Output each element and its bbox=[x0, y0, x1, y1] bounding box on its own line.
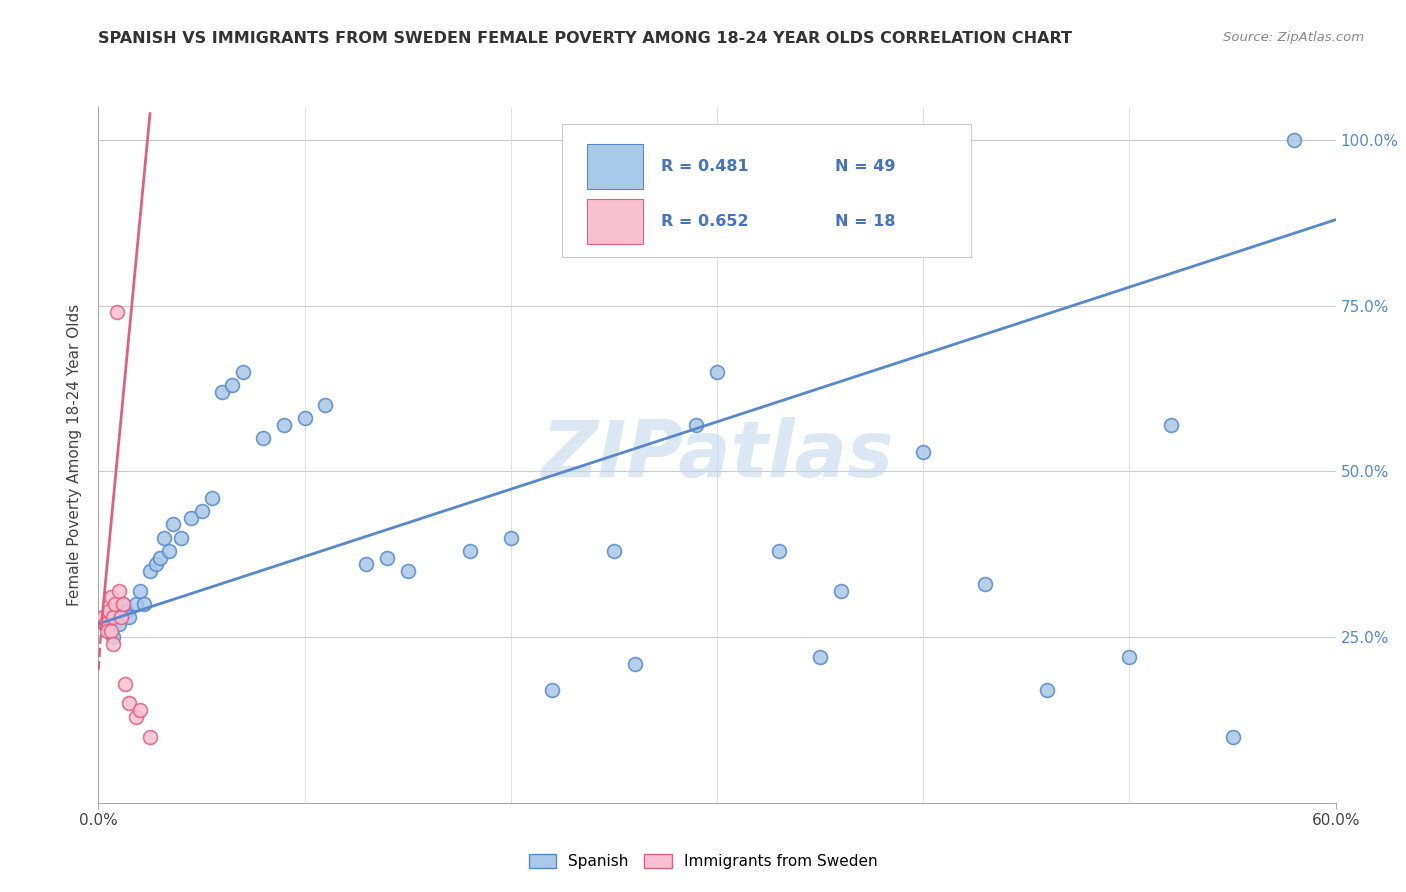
Point bbox=[157, 544, 180, 558]
Point bbox=[974, 577, 997, 591]
Point bbox=[201, 491, 224, 505]
Point bbox=[105, 305, 128, 319]
Text: R = 0.481: R = 0.481 bbox=[661, 159, 749, 174]
Point bbox=[1036, 683, 1059, 698]
Point bbox=[808, 650, 831, 665]
Point bbox=[118, 610, 141, 624]
Point bbox=[110, 610, 132, 624]
Point bbox=[124, 597, 146, 611]
Point bbox=[273, 418, 295, 433]
Text: ZIPatlas: ZIPatlas bbox=[541, 417, 893, 493]
Point bbox=[128, 583, 150, 598]
Point bbox=[101, 637, 124, 651]
Point bbox=[145, 558, 167, 572]
Point bbox=[252, 431, 274, 445]
Point bbox=[104, 597, 127, 611]
Point bbox=[114, 676, 136, 690]
Point bbox=[706, 365, 728, 379]
Point bbox=[117, 604, 139, 618]
Point bbox=[149, 550, 172, 565]
Point bbox=[180, 511, 202, 525]
Text: Source: ZipAtlas.com: Source: ZipAtlas.com bbox=[1223, 31, 1364, 45]
Point bbox=[101, 610, 124, 624]
Point bbox=[108, 616, 131, 631]
Point bbox=[1118, 650, 1140, 665]
Point bbox=[541, 683, 564, 698]
Point bbox=[93, 616, 115, 631]
Point bbox=[91, 610, 114, 624]
Point bbox=[153, 531, 176, 545]
Point bbox=[101, 630, 124, 644]
FancyBboxPatch shape bbox=[562, 124, 970, 257]
Point bbox=[97, 604, 120, 618]
Point bbox=[100, 591, 122, 605]
Text: N = 49: N = 49 bbox=[835, 159, 896, 174]
Point bbox=[170, 531, 193, 545]
Point bbox=[232, 365, 254, 379]
Point bbox=[139, 564, 162, 578]
Point bbox=[1160, 418, 1182, 433]
Point bbox=[294, 411, 316, 425]
Point bbox=[375, 550, 398, 565]
Point bbox=[112, 597, 135, 611]
Point bbox=[685, 418, 707, 433]
Point bbox=[93, 616, 115, 631]
Point bbox=[128, 703, 150, 717]
Point bbox=[97, 624, 120, 638]
Bar bbox=[588, 199, 643, 244]
Point bbox=[1284, 133, 1306, 147]
Text: N = 18: N = 18 bbox=[835, 214, 896, 229]
Point bbox=[768, 544, 790, 558]
Point bbox=[356, 558, 378, 572]
Point bbox=[221, 378, 243, 392]
Point bbox=[108, 583, 131, 598]
Y-axis label: Female Poverty Among 18-24 Year Olds: Female Poverty Among 18-24 Year Olds bbox=[67, 304, 83, 606]
Point bbox=[190, 504, 212, 518]
Point bbox=[458, 544, 481, 558]
Text: SPANISH VS IMMIGRANTS FROM SWEDEN FEMALE POVERTY AMONG 18-24 YEAR OLDS CORRELATI: SPANISH VS IMMIGRANTS FROM SWEDEN FEMALE… bbox=[98, 31, 1073, 46]
Legend: Spanish, Immigrants from Sweden: Spanish, Immigrants from Sweden bbox=[523, 848, 883, 875]
Point bbox=[314, 398, 336, 412]
Point bbox=[162, 517, 184, 532]
Point bbox=[112, 597, 135, 611]
Point bbox=[91, 610, 114, 624]
Point bbox=[912, 444, 935, 458]
Point bbox=[132, 597, 155, 611]
Point bbox=[623, 657, 645, 671]
Point bbox=[124, 709, 146, 723]
Point bbox=[603, 544, 626, 558]
Point bbox=[96, 624, 118, 638]
Point bbox=[104, 610, 127, 624]
Text: R = 0.652: R = 0.652 bbox=[661, 214, 749, 229]
Point bbox=[100, 624, 122, 638]
Point bbox=[211, 384, 233, 399]
Point bbox=[499, 531, 522, 545]
Point bbox=[830, 583, 852, 598]
Bar bbox=[588, 144, 643, 189]
Point bbox=[118, 697, 141, 711]
Point bbox=[396, 564, 419, 578]
Point bbox=[139, 730, 162, 744]
Point bbox=[1222, 730, 1244, 744]
